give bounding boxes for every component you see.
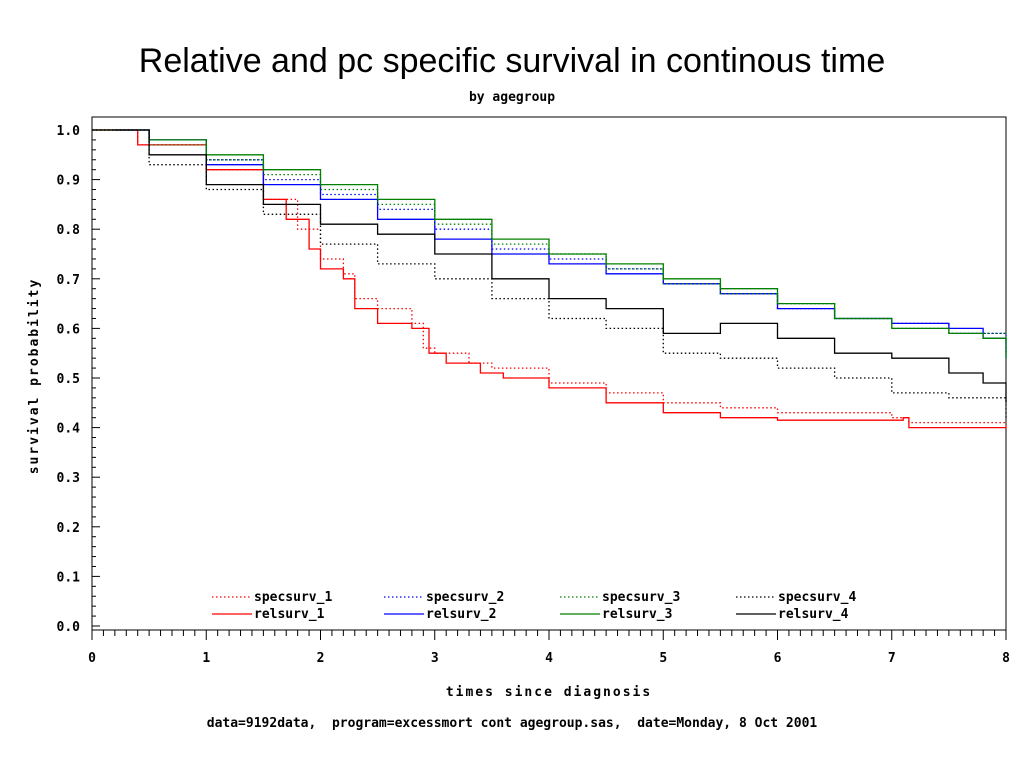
series-line-relsurv_3 xyxy=(92,129,1007,359)
series-line-specsurv_4 xyxy=(92,129,1007,418)
x-axis-title: times since diagnosis xyxy=(446,685,652,700)
series-line-specsurv_3 xyxy=(92,129,1007,344)
legend-label-relsurv_1: relsurv_1 xyxy=(254,607,325,622)
legend-label-specsurv_4: specsurv_4 xyxy=(778,590,856,605)
series-layer xyxy=(92,129,1007,429)
y-tick-label: 0.5 xyxy=(57,372,80,387)
y-tick-label: 0.0 xyxy=(57,620,81,635)
x-tick-label: 1 xyxy=(202,651,210,666)
x-tick-label: 7 xyxy=(888,651,896,666)
y-axis: 0.0 0.1 0.2 0.3 0.4 0.5 0.6 0.7 0.8 0.9 1.0 xyxy=(57,124,100,635)
series-line-relsurv_1 xyxy=(92,129,1007,429)
footer-note: data=9192data, program=excessmort cont a… xyxy=(206,716,818,731)
y-axis-title: survival probability xyxy=(27,278,42,475)
y-tick-label: 0.7 xyxy=(57,273,80,288)
x-tick-label: 3 xyxy=(431,651,439,666)
y-tick-label: 0.4 xyxy=(57,422,81,437)
legend-label-relsurv_3: relsurv_3 xyxy=(602,607,672,622)
legend-label-specsurv_1: specsurv_1 xyxy=(254,590,332,605)
x-tick-label: 2 xyxy=(317,651,325,666)
legend-label-specsurv_2: specsurv_2 xyxy=(426,590,504,605)
y-tick-label: 0.3 xyxy=(57,471,80,486)
y-tick-label: 1.0 xyxy=(57,124,81,139)
chart-subtitle: by agegroup xyxy=(468,90,556,105)
series-line-specsurv_1 xyxy=(92,129,1006,424)
x-tick-label: 6 xyxy=(774,651,782,666)
x-tick-label: 5 xyxy=(659,651,667,666)
legend-label-specsurv_3: specsurv_3 xyxy=(602,590,680,605)
y-tick-label: 0.9 xyxy=(57,174,80,189)
y-tick-label: 0.8 xyxy=(57,223,81,238)
x-tick-label: 4 xyxy=(545,651,553,666)
y-tick-label: 0.1 xyxy=(57,570,81,585)
y-tick-label: 0.2 xyxy=(57,521,80,536)
chart-title: Relative and pc specific survival in con… xyxy=(138,42,886,80)
legend-label-relsurv_4: relsurv_4 xyxy=(778,607,849,622)
x-axis: 0 1 2 3 4 5 6 7 8 xyxy=(88,630,1010,666)
series-line-relsurv_4 xyxy=(92,129,1007,403)
y-tick-label: 0.6 xyxy=(57,322,81,337)
legend-label-relsurv_2: relsurv_2 xyxy=(426,607,496,622)
legend: specsurv_1 relsurv_1 specsurv_2 relsurv_2 sp… xyxy=(212,590,856,622)
x-tick-label: 0 xyxy=(88,651,96,666)
series-line-specsurv_2 xyxy=(114,129,1007,354)
x-tick-label: 8 xyxy=(1002,651,1010,666)
series-line-relsurv_2 xyxy=(114,129,1007,359)
